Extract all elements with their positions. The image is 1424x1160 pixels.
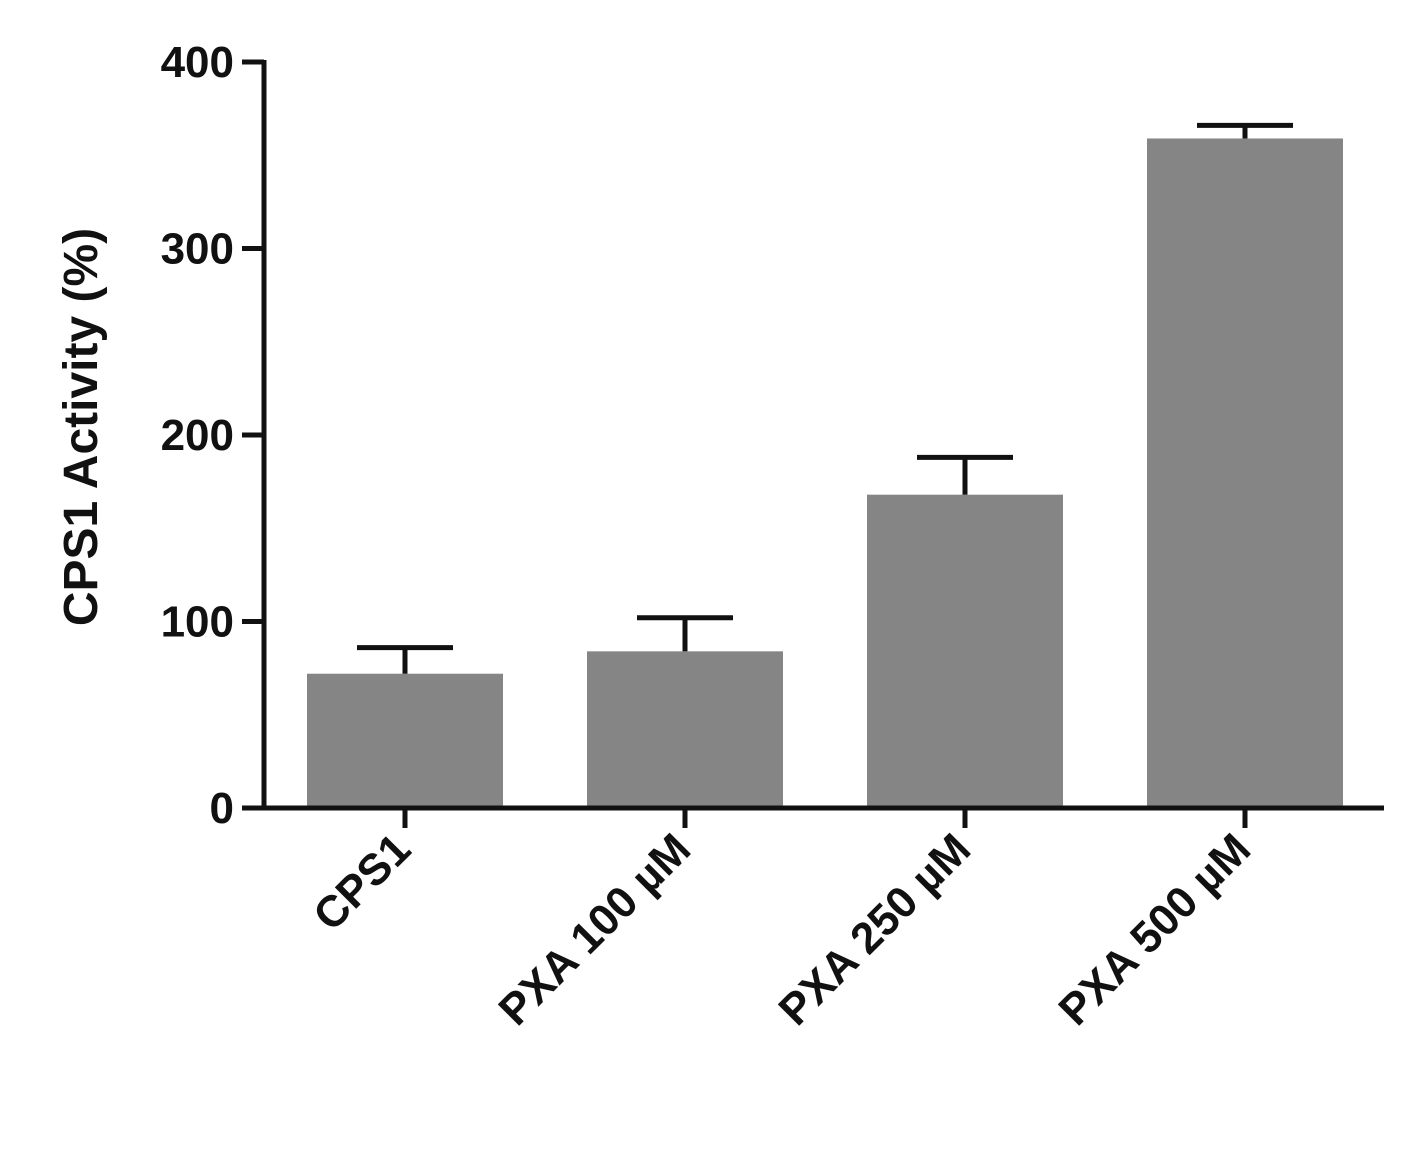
y-tick-label-5: 400: [161, 38, 234, 87]
x-tick-label-4: PXA 500 µM: [1050, 824, 1261, 1035]
error-bars: [357, 122, 1293, 674]
bar-2: [587, 651, 783, 808]
y-axis-title: CPS1 Activity (%): [55, 228, 108, 626]
axes: [242, 59, 1384, 828]
y-tick-label-2: 100: [161, 598, 234, 647]
bar-3: [867, 494, 1063, 808]
x-tick-label-1: CPS1: [304, 824, 420, 940]
bar-1: [307, 673, 503, 808]
y-tick-label-4: 300: [161, 225, 234, 274]
labels: CPS1 PXA 100 µM PXA 250 µM PXA 500 µM 0 100 20…: [161, 38, 1260, 1035]
x-tick-label-2: PXA 100 µM: [490, 824, 701, 1035]
x-tick-label-3: PXA 250 µM: [770, 824, 981, 1035]
bars: [307, 138, 1343, 809]
y-tick-label-1: 0: [210, 784, 234, 833]
y-tick-label-3: 200: [161, 411, 234, 460]
bar-4: [1147, 138, 1343, 809]
